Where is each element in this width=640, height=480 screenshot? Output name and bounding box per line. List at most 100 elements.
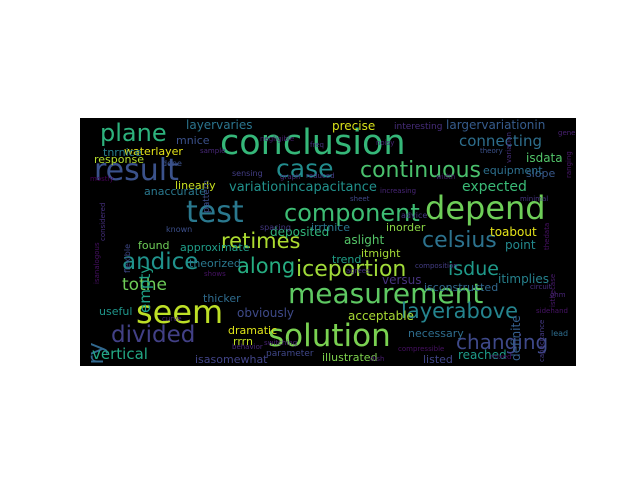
word-precise: precise [332, 119, 376, 133]
word-slope: slope [526, 167, 556, 180]
word-definite: definite [509, 314, 523, 361]
word-shows: shows [204, 270, 226, 278]
word-parameter: parameter [266, 349, 314, 359]
word-depend: depend [425, 189, 546, 227]
word-sidehand: sidehand [536, 307, 568, 315]
word-result: result [94, 153, 179, 188]
word-inorder: inorder [386, 221, 426, 234]
word-switching: switching [264, 339, 298, 347]
word-flexible: flexible [123, 243, 132, 273]
word-interesting: interesting [394, 122, 443, 132]
word-vertical: vertical [92, 345, 148, 363]
word-width: width [436, 173, 456, 181]
word-connecting: connecting [459, 132, 542, 150]
word-largervariationin: largervariationin [446, 118, 546, 132]
word-dish: dish [370, 355, 385, 363]
word-trend: trend [332, 253, 362, 266]
word-minimal: minimal [520, 195, 549, 203]
word-generated: generated [558, 129, 576, 137]
word-test: test [186, 195, 244, 230]
word-measurement: measurement [288, 277, 484, 310]
word-empty: empty [136, 264, 154, 313]
word-curve: curve [162, 315, 182, 323]
word-divided: divided [111, 322, 196, 348]
word-dramatic: dramatic [228, 324, 278, 337]
word-theory: theory [480, 147, 503, 155]
word-compressible: compressible [398, 345, 445, 353]
word-continuous: continuous [360, 158, 481, 183]
word-done: done [162, 159, 182, 168]
word-composition: composition [415, 262, 458, 270]
word-advice: advice [401, 211, 428, 220]
word-seem: seem [136, 293, 224, 331]
word-reached: reached [458, 348, 507, 362]
word-linearly: linearly [175, 179, 216, 192]
word-isdata: isdata [526, 151, 563, 165]
word-tnrnice: tnrnice [103, 146, 142, 159]
word-necessary: necessary [408, 327, 464, 340]
word-response: response [94, 153, 144, 166]
word-ohm: ohm [550, 291, 566, 299]
word-solution: solution [268, 318, 391, 354]
word-deposited: deposited [270, 225, 330, 239]
word-illustrated: illustrated [322, 351, 378, 364]
word-thedata: thedata [543, 223, 551, 251]
word-itmight: itmight [361, 247, 401, 260]
word-spacing: spacing [260, 223, 291, 232]
word-lead: lead [551, 329, 569, 338]
word-obviously: obviously [237, 306, 295, 320]
word-isconstructed: isconstructed [424, 281, 499, 294]
word-versus: versus [382, 273, 422, 287]
word-changing: changing [456, 330, 549, 354]
word-layerabove: layerabove [401, 299, 519, 323]
word-conclusion: conclusion [220, 123, 406, 163]
word-tothe: tothe [122, 275, 167, 295]
word-acceptable: acceptable [348, 309, 414, 323]
word-toabout: toabout [490, 225, 537, 239]
word-agrees: agrees [346, 267, 370, 275]
word-found: found [138, 239, 170, 252]
word-rrrn: rrrn [233, 335, 253, 348]
word-layervaries: layervaries [186, 118, 253, 132]
word-mnice: mnice [176, 134, 210, 147]
word-approximate: approximate [180, 241, 250, 254]
word-celsius: celsius [422, 228, 497, 253]
word-useful: useful [99, 305, 133, 318]
word-aslight: aslight [344, 233, 385, 247]
word-isdue: isdue [448, 258, 499, 280]
word-sample: sample [200, 147, 226, 155]
word-increasing: increasing [380, 187, 417, 195]
word-isasomewhat: isasomewhat [195, 353, 268, 366]
word-sensing: sensing [232, 169, 263, 178]
word-listed: listed [423, 353, 453, 366]
word-retimes: retimes [221, 229, 301, 253]
word-behavior: behavior [232, 343, 263, 351]
word-negligible: negligible [260, 135, 295, 143]
word-noisy: noisy [376, 139, 395, 147]
word-mostly: mostly [90, 175, 114, 183]
word-thicker: thicker [203, 292, 241, 305]
word-circuit: circuit [530, 283, 552, 291]
word-mixed: mixed [490, 353, 512, 361]
word-andice: andice [122, 249, 199, 275]
word-plane: plane [100, 119, 167, 147]
word-irrtnice: irrtnice [311, 221, 351, 234]
word-sheet: sheet [350, 195, 370, 203]
word-itimplies: itimplies [498, 272, 549, 286]
word-case: case [276, 154, 334, 183]
word-along: along [237, 254, 296, 278]
word-cloud: conclusion result test depend measurement sol… [80, 118, 576, 366]
word-point: point [505, 238, 536, 252]
word-pattern: pattern [202, 179, 212, 214]
word-variation: variation [505, 132, 513, 164]
word-anaccurate: anaccurate [144, 185, 206, 198]
word-expected: expected [462, 179, 527, 195]
word-reduced: reduced [306, 172, 335, 180]
word-waterlayer: waterlayer [124, 145, 183, 158]
word-freq: freq [310, 141, 324, 149]
word-variationincapacitance: variationincapacitance [229, 180, 377, 195]
word-ranging: ranging [565, 151, 573, 179]
word-iceportion: iceportion [296, 257, 407, 282]
word-component: component [284, 199, 420, 227]
word-considered: considered [99, 203, 107, 242]
